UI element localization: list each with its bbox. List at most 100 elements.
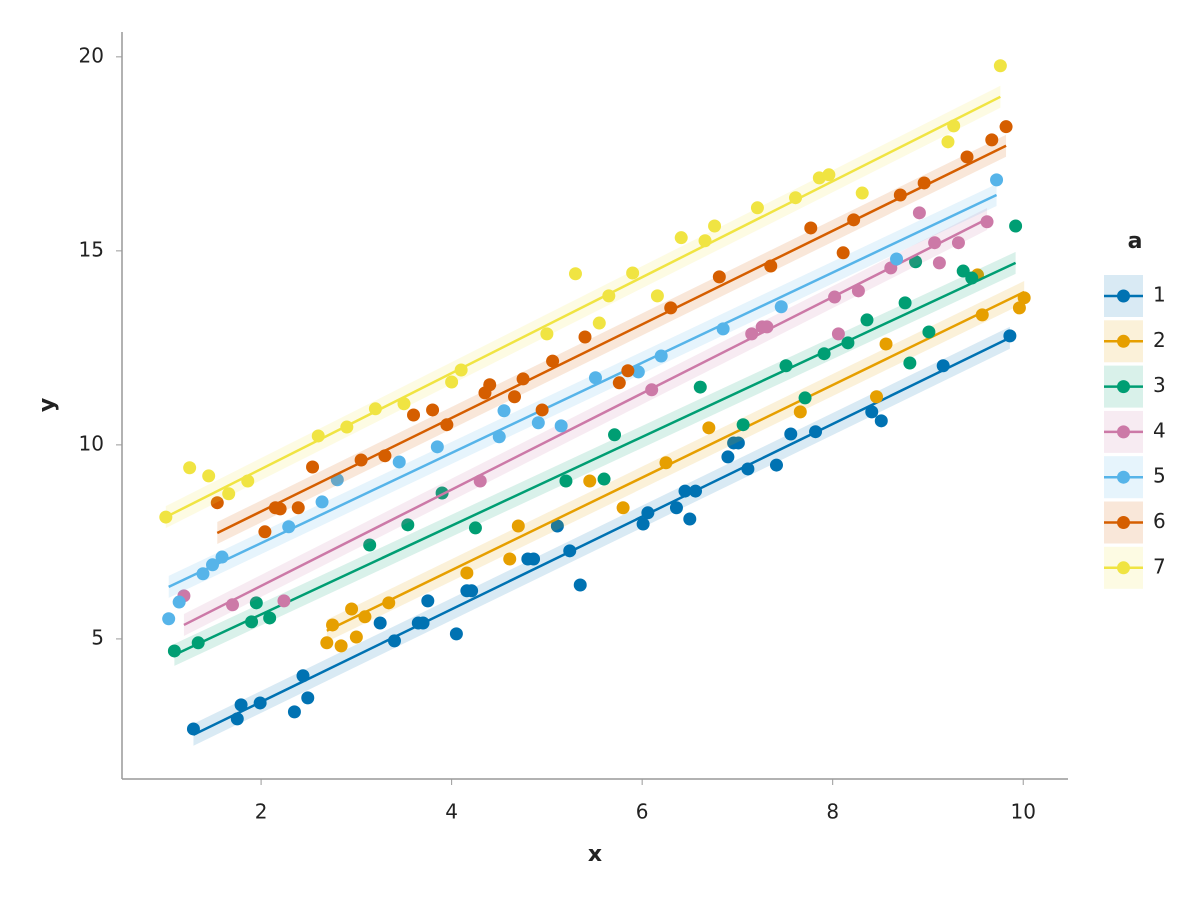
point bbox=[340, 420, 354, 434]
point bbox=[531, 416, 545, 430]
point bbox=[306, 460, 320, 474]
point bbox=[249, 596, 263, 610]
point bbox=[363, 538, 377, 552]
point bbox=[172, 595, 186, 609]
point bbox=[855, 186, 869, 200]
point bbox=[898, 296, 912, 310]
point bbox=[516, 372, 530, 386]
point bbox=[578, 330, 592, 344]
point bbox=[222, 487, 236, 501]
point bbox=[597, 472, 611, 486]
point bbox=[893, 188, 907, 202]
x-tick-label: 8 bbox=[826, 800, 839, 824]
point bbox=[535, 403, 549, 417]
point bbox=[612, 376, 626, 390]
point bbox=[1012, 301, 1026, 315]
x-axis-label: x bbox=[588, 842, 602, 867]
y-tick-label: 20 bbox=[79, 43, 104, 67]
trend-line bbox=[216, 144, 1007, 535]
point bbox=[401, 518, 415, 532]
point bbox=[626, 266, 640, 280]
point bbox=[421, 594, 435, 608]
point bbox=[546, 354, 560, 368]
point bbox=[769, 458, 783, 472]
point bbox=[975, 308, 989, 322]
point bbox=[831, 327, 845, 341]
y-tick-label: 15 bbox=[79, 237, 104, 261]
point bbox=[445, 375, 459, 389]
point bbox=[645, 383, 659, 397]
trend-line bbox=[173, 261, 1017, 656]
point bbox=[273, 502, 287, 516]
point bbox=[779, 359, 793, 373]
point bbox=[540, 327, 554, 341]
point bbox=[712, 270, 726, 284]
point bbox=[774, 300, 788, 314]
point bbox=[368, 402, 382, 416]
point bbox=[206, 558, 220, 572]
point bbox=[563, 544, 577, 558]
x-tick-label: 2 bbox=[255, 800, 268, 824]
point bbox=[716, 322, 730, 336]
point bbox=[941, 135, 955, 149]
point bbox=[698, 234, 712, 248]
point bbox=[764, 259, 778, 273]
point bbox=[650, 289, 664, 303]
point bbox=[460, 566, 474, 580]
point bbox=[296, 669, 310, 683]
legend-marker bbox=[1117, 561, 1130, 575]
point bbox=[631, 365, 645, 379]
point bbox=[641, 506, 655, 520]
point bbox=[527, 552, 541, 566]
point bbox=[167, 644, 181, 658]
point bbox=[917, 176, 931, 190]
point bbox=[277, 594, 291, 608]
point bbox=[196, 567, 210, 581]
legend-label: 7 bbox=[1153, 554, 1166, 578]
point bbox=[315, 495, 329, 509]
point bbox=[241, 474, 255, 488]
legend-label: 3 bbox=[1153, 373, 1166, 397]
point bbox=[928, 236, 942, 250]
point bbox=[253, 696, 267, 710]
point bbox=[430, 440, 444, 454]
point bbox=[426, 403, 440, 417]
point bbox=[1009, 219, 1023, 233]
point bbox=[985, 133, 999, 147]
point bbox=[912, 206, 926, 220]
point bbox=[465, 584, 479, 598]
point bbox=[382, 596, 396, 610]
point bbox=[683, 512, 697, 526]
point bbox=[373, 616, 387, 630]
point bbox=[784, 427, 798, 441]
legend-title: a bbox=[1128, 229, 1143, 254]
point bbox=[636, 517, 650, 531]
point bbox=[956, 264, 970, 278]
point bbox=[817, 347, 831, 361]
point bbox=[750, 201, 764, 215]
point bbox=[741, 462, 755, 476]
legend-label: 2 bbox=[1153, 328, 1166, 352]
point bbox=[602, 289, 616, 303]
x-tick-label: 4 bbox=[445, 800, 458, 824]
point bbox=[621, 364, 635, 378]
point bbox=[980, 215, 994, 229]
point bbox=[291, 501, 305, 515]
point bbox=[708, 219, 722, 233]
point bbox=[693, 380, 707, 394]
point bbox=[865, 405, 879, 419]
legend-label: 6 bbox=[1153, 509, 1166, 533]
point bbox=[226, 598, 240, 612]
point bbox=[890, 252, 904, 266]
point bbox=[654, 349, 668, 363]
point bbox=[326, 618, 340, 632]
point bbox=[678, 484, 692, 498]
point bbox=[1017, 291, 1031, 305]
point bbox=[828, 290, 842, 304]
point bbox=[507, 390, 521, 404]
point bbox=[860, 313, 874, 327]
point bbox=[588, 371, 602, 385]
point bbox=[847, 213, 861, 227]
point bbox=[874, 414, 888, 428]
point bbox=[287, 705, 301, 719]
